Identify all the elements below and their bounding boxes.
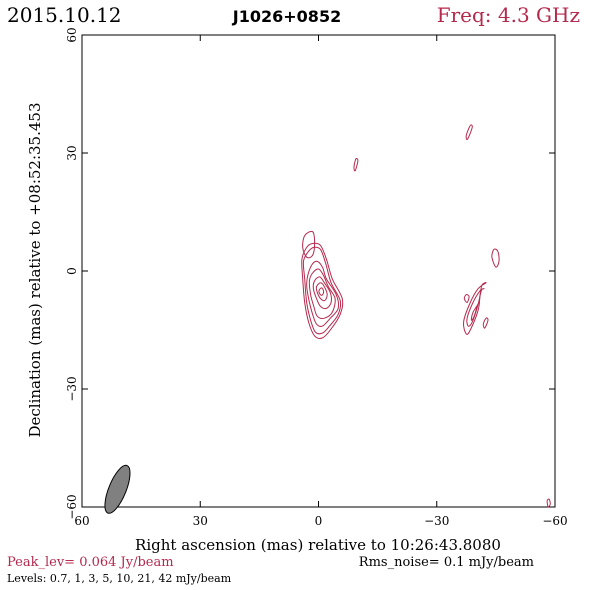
- contour-0_7: [463, 294, 470, 303]
- contour-0_7: [302, 230, 316, 259]
- contour-0_7: [353, 158, 359, 172]
- contour-0_7: [546, 498, 551, 508]
- x-tick-label: 30: [193, 514, 208, 528]
- contour-0_7: [482, 317, 489, 329]
- y-tick-label: −60: [65, 494, 79, 519]
- contour-3: [470, 301, 480, 321]
- contour-0_7: [462, 282, 487, 335]
- contour-0_7: [301, 242, 344, 339]
- contour-levels: Levels: 0.7, 1, 3, 5, 10, 21, 42 mJy/bea…: [7, 572, 232, 585]
- contour-0_7: [465, 124, 473, 141]
- contour-0_7: [491, 248, 500, 268]
- contour-5: [308, 268, 336, 319]
- contour-3: [306, 260, 340, 327]
- component-core: [301, 242, 344, 339]
- x-tick-label: −60: [542, 514, 567, 528]
- contour-10: [312, 276, 332, 310]
- y-tick-label: 60: [65, 27, 79, 42]
- x-axis-label: Right ascension (mas) relative to 10:26:…: [135, 536, 501, 554]
- plot-frame: [81, 34, 556, 508]
- source-name: J1026+0852: [232, 7, 341, 26]
- beam-ellipse: [104, 464, 131, 514]
- y-tick-label: −30: [65, 376, 79, 401]
- y-axis-label: Declination (mas) relative to +08:52:35.…: [26, 102, 44, 437]
- frequency-label: Freq: 4.3 GHz: [437, 3, 580, 27]
- x-tick-label: −30: [424, 514, 449, 528]
- peak-level: Peak_lev= 0.064 Jy/beam: [7, 555, 174, 570]
- y-tick-label: 30: [65, 145, 79, 160]
- contour-layer: [301, 124, 551, 508]
- plot-area: [81, 34, 556, 508]
- x-tick-label: 60: [74, 514, 89, 528]
- rms-noise: Rms_noise= 0.1 mJy/beam: [359, 555, 534, 570]
- beam-shape: [104, 464, 131, 514]
- component-east-jet: [462, 282, 487, 335]
- component-top-left-blob: [302, 230, 316, 259]
- x-tick-label: 0: [315, 514, 323, 528]
- contour-1: [302, 246, 342, 335]
- component-spots: [353, 124, 551, 508]
- contour-21: [315, 282, 328, 302]
- y-tick-label: 0: [65, 267, 79, 275]
- contour-1: [466, 288, 485, 327]
- contour-42: [318, 287, 325, 296]
- observation-date: 2015.10.12: [7, 3, 122, 27]
